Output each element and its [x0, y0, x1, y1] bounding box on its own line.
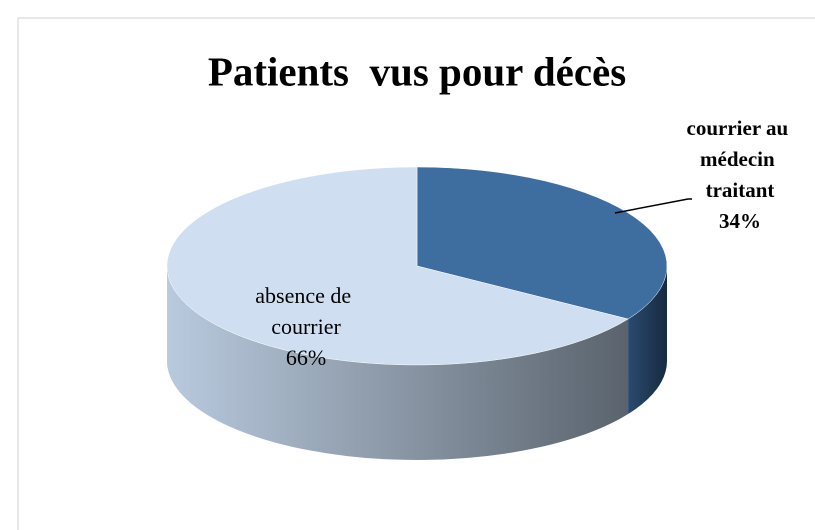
data-label-value: 34% [719, 209, 761, 233]
data-label-value: 66% [286, 345, 326, 370]
label-line: traitant [706, 178, 775, 202]
chart-title: Patients vus pour décès [208, 48, 626, 94]
label-line: courrier au [687, 116, 794, 140]
pie-side [628, 266, 667, 415]
leader-line [614, 198, 692, 214]
label-line: courrier [271, 314, 341, 339]
pie-slice [166, 166, 629, 366]
label-line: médecin [700, 147, 780, 171]
label-line: absence de [255, 283, 356, 308]
pie-slice [416, 166, 668, 320]
data-label-category: absence de courrier [255, 283, 356, 339]
pie-side [167, 266, 629, 461]
data-label-category: courrier au médecin traitant [687, 116, 794, 202]
